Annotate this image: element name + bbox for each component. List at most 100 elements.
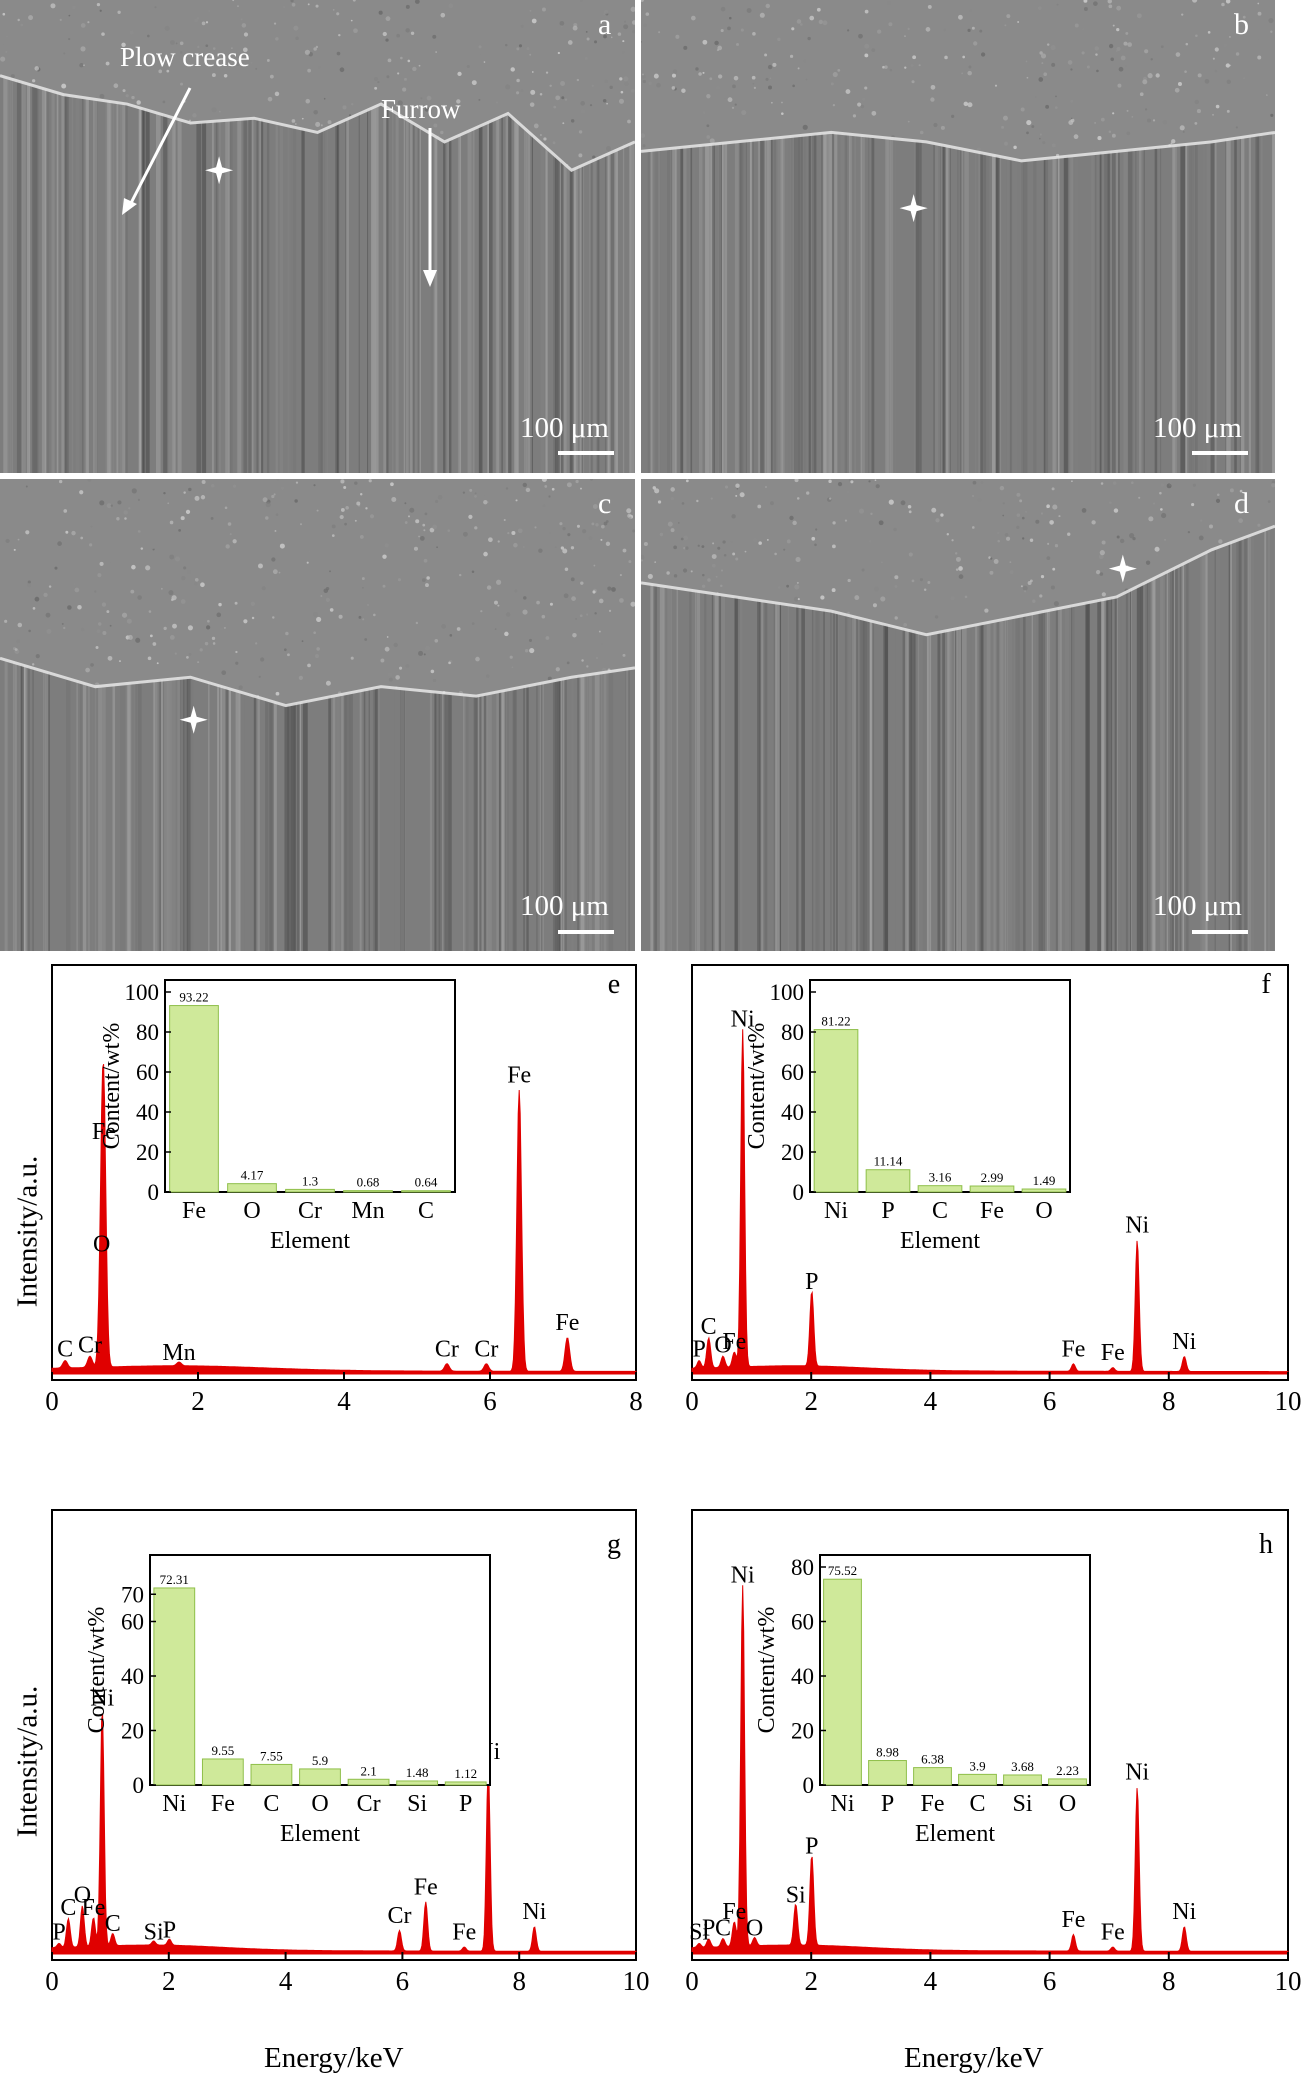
inset-y-tick-label: 20 — [136, 1140, 159, 1165]
inset-category-label: C — [932, 1198, 948, 1224]
peak-label: Cr — [78, 1333, 102, 1359]
peak-label: C — [701, 1314, 717, 1340]
peak-label: Fe — [81, 1895, 105, 1921]
x-tick-label: 0 — [45, 1966, 59, 1996]
x-tick-label: 8 — [1162, 1386, 1176, 1416]
analysis-point-marker — [179, 705, 208, 734]
peak-label: Fe — [1061, 1336, 1085, 1362]
inset-category-label: P — [881, 1791, 894, 1817]
inset-category-label: Cr — [298, 1198, 322, 1224]
inset-category-label: Fe — [182, 1198, 206, 1224]
panel-letter-d: d — [1234, 487, 1249, 520]
peak-label: Cr — [387, 1903, 411, 1929]
inset-bar-value-label: 6.38 — [921, 1752, 944, 1767]
inset-y-tick-label: 70 — [121, 1582, 144, 1607]
panel-letter-c: c — [598, 487, 612, 520]
inset-x-axis-label: Element — [270, 1228, 350, 1254]
peak-label: O — [74, 1883, 91, 1909]
inset-y-tick-label: 60 — [791, 1610, 814, 1635]
inset-y-tick-label: 20 — [121, 1719, 144, 1744]
panel-letter-a: a — [598, 8, 612, 41]
scale-bar-label-d: 100 μm — [1153, 890, 1242, 922]
inset-y-axis-label: Content/wt% — [754, 1607, 780, 1734]
x-tick-label: 10 — [1275, 1386, 1302, 1416]
panel-letter: g — [607, 1529, 621, 1560]
panel-letter: h — [1259, 1529, 1273, 1560]
peak-label: C — [715, 1915, 731, 1941]
sem-texture — [641, 479, 1275, 951]
peak-label: Fe — [414, 1874, 438, 1900]
x-axis-label-left: Energy/keV — [264, 2042, 404, 2074]
peak-label: Ni — [731, 1006, 755, 1032]
inset-y-tick-label: 0 — [793, 1180, 805, 1205]
peak-label: Si — [689, 1919, 709, 1945]
inset-y-tick-label: 0 — [148, 1180, 160, 1205]
peak-label: Ni — [522, 1899, 546, 1925]
scale-bar-label-b: 100 μm — [1153, 412, 1242, 444]
y-axis-label-top: Intensity/a.u. — [11, 1155, 44, 1308]
inset-bar-value-label: 1.49 — [1033, 1173, 1056, 1188]
peak-label: P — [163, 1917, 176, 1943]
peak-label: Ni — [1125, 1213, 1149, 1239]
inset-category-label: Ni — [831, 1791, 855, 1817]
inset-x-axis-label: Element — [280, 1821, 360, 1847]
x-tick-label: 6 — [1043, 1966, 1057, 1996]
inset-bar-value-label: 7.55 — [260, 1748, 283, 1763]
spectrum-area — [51, 1063, 637, 1375]
analysis-point-marker — [899, 194, 928, 223]
scale-bar-a — [558, 451, 614, 455]
inset-frame — [819, 1554, 1091, 1786]
inset-bar-value-label: 0.68 — [357, 1175, 380, 1190]
peak-label: P — [692, 1336, 705, 1362]
inset-bar — [153, 1587, 196, 1786]
spectrum-area — [691, 1029, 1289, 1375]
sem-texture — [0, 0, 635, 473]
x-axis-label-right: Energy/keV — [904, 2042, 1044, 2074]
eds-chart-g: PCOFeNiCSiPCrFeFeNiNi0246810g72.31Ni9.55… — [0, 1480, 650, 2079]
inset-bar — [299, 1768, 341, 1786]
peak-label: Si — [786, 1883, 806, 1909]
inset-bar — [813, 1029, 859, 1193]
inset-bar-value-label: 1.48 — [406, 1765, 429, 1780]
eds-chart-f: P C O Fe Ni P Fe Fe Ni Ni 0 2 4 6 8 10 f 81.22 Ni 11.14 P 3.1… — [650, 955, 1302, 1470]
x-tick-label: 2 — [804, 1386, 818, 1416]
peak-label: P — [805, 1833, 818, 1859]
inset-bar-value-label: 1.3 — [302, 1173, 318, 1188]
x-tick-label: 2 — [804, 1966, 818, 1996]
analysis-point-marker — [1108, 554, 1137, 583]
peak-label: Fe — [1061, 1907, 1085, 1933]
inset-bar-value-label: 9.55 — [211, 1743, 234, 1758]
inset-bar-value-label: 2.99 — [981, 1170, 1004, 1185]
peak-label: Fe — [722, 1329, 746, 1355]
plow-crease-label: Plow crease — [120, 42, 250, 72]
inset-bar — [396, 1780, 439, 1786]
x-tick-label: 0 — [685, 1966, 699, 1996]
peak-label: Ni — [1172, 1899, 1196, 1925]
inset-y-tick-label: 60 — [781, 1060, 804, 1085]
inset-bar — [343, 1190, 393, 1193]
inset-bar — [958, 1773, 997, 1786]
peak-label: Ni — [731, 1563, 755, 1589]
peak-label: Si — [144, 1919, 164, 1945]
inset-y-tick-label: 20 — [791, 1719, 814, 1744]
scale-bar-b — [1192, 451, 1248, 455]
eds-chart-h: Si P C Fe Ni O Si P Fe Fe Ni Ni 0 2 4 6 8 10 h 75.52 Ni 8.98 P… — [650, 1480, 1302, 2079]
peak-label: Fe — [452, 1919, 476, 1945]
inset-bar-value-label: 2.1 — [360, 1763, 376, 1778]
inset-bar-value-label: 1.12 — [454, 1766, 477, 1781]
inset-y-axis-label: Content/wt% — [99, 1023, 125, 1150]
x-tick-label: 6 — [1043, 1386, 1057, 1416]
inset-bar — [917, 1185, 963, 1193]
scale-bar-d — [1192, 930, 1248, 934]
sem-texture — [0, 479, 635, 951]
scale-bar-c — [558, 930, 614, 934]
x-tick-label: 10 — [623, 1966, 650, 1996]
peak-label: C — [60, 1895, 76, 1921]
x-tick-label: 6 — [483, 1386, 497, 1416]
peak-label: C — [105, 1911, 121, 1937]
inset-category-label: O — [1035, 1198, 1052, 1224]
peak-label: Ni — [1125, 1760, 1149, 1786]
x-tick-label: 6 — [396, 1966, 410, 1996]
plot-frame — [691, 1509, 1289, 1961]
x-tick-label: 4 — [924, 1386, 938, 1416]
